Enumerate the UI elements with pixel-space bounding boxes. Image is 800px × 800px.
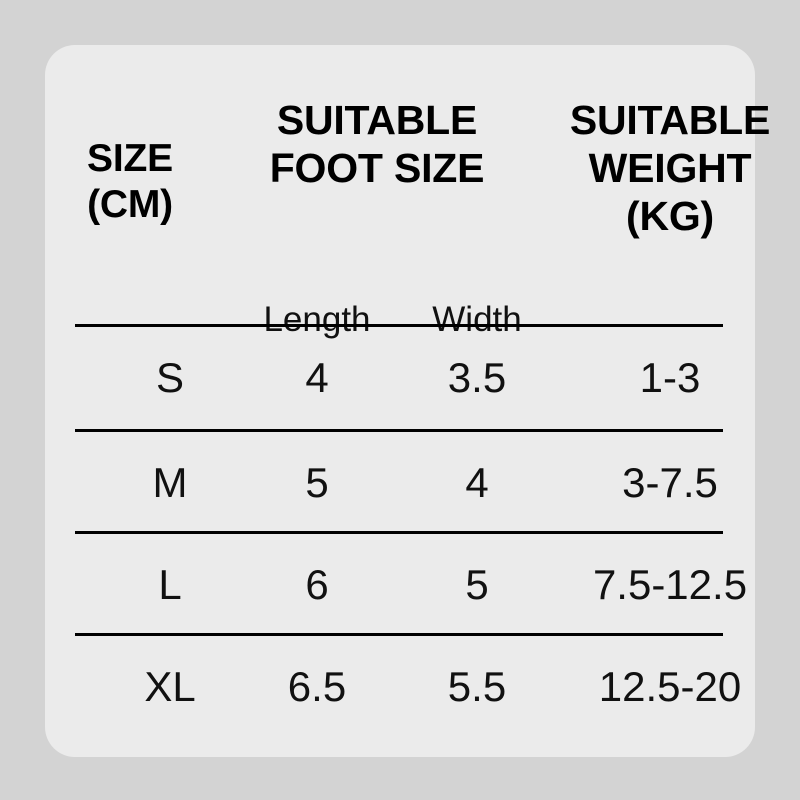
cell-weight: 3-7.5 <box>622 459 718 506</box>
column-header-foot-size: SUITABLE FOOT SIZE <box>213 97 541 191</box>
column-header-size-line2: (CM) <box>87 182 173 226</box>
cell-weight: 7.5-12.5 <box>592 561 748 608</box>
column-header-weight: SUITABLE WEIGHT (KG) <box>545 97 795 239</box>
column-header-foot-size-line2: FOOT SIZE <box>269 144 485 191</box>
cell-length: 5 <box>305 459 329 506</box>
cell-weight: 1-3 <box>639 354 701 401</box>
cell-width: 4 <box>465 459 489 506</box>
column-header-size: SIZE (CM) <box>55 139 205 225</box>
cell-size: L <box>158 561 182 608</box>
row-divider <box>75 429 723 432</box>
header-divider <box>75 324 723 327</box>
column-header-foot-size-line1: SUITABLE <box>276 97 478 143</box>
table-row: XL 6.5 5.5 12.5-20 <box>45 636 755 738</box>
size-chart-card: SIZE (CM) SUITABLE FOOT SIZE SUITABLE WE… <box>45 45 770 757</box>
row-divider <box>75 531 723 534</box>
cell-weight: 12.5-20 <box>598 663 742 710</box>
cell-width: 5.5 <box>447 663 507 710</box>
table-row: S 4 3.5 1-3 <box>45 327 755 429</box>
row-divider <box>75 633 723 636</box>
cell-width: 3.5 <box>447 354 507 401</box>
column-header-size-line1: SIZE <box>87 137 173 180</box>
column-header-weight-line1: SUITABLE <box>569 97 771 143</box>
table-header: SIZE (CM) SUITABLE FOOT SIZE SUITABLE WE… <box>45 45 770 339</box>
column-header-weight-line3: (KG) <box>625 192 714 239</box>
column-subheader-width: Width <box>432 300 522 339</box>
cell-size: S <box>155 354 184 401</box>
column-header-weight-line2: WEIGHT <box>588 144 752 191</box>
table-row: M 5 4 3-7.5 <box>45 432 755 534</box>
cell-length: 4 <box>305 354 329 401</box>
cell-size: M <box>152 459 188 506</box>
column-subheader-length: Length <box>263 300 371 339</box>
table-row: L 6 5 7.5-12.5 <box>45 534 755 636</box>
cell-width: 5 <box>465 561 489 608</box>
cell-length: 6.5 <box>287 663 347 710</box>
cell-size: XL <box>144 663 196 710</box>
cell-length: 6 <box>305 561 329 608</box>
